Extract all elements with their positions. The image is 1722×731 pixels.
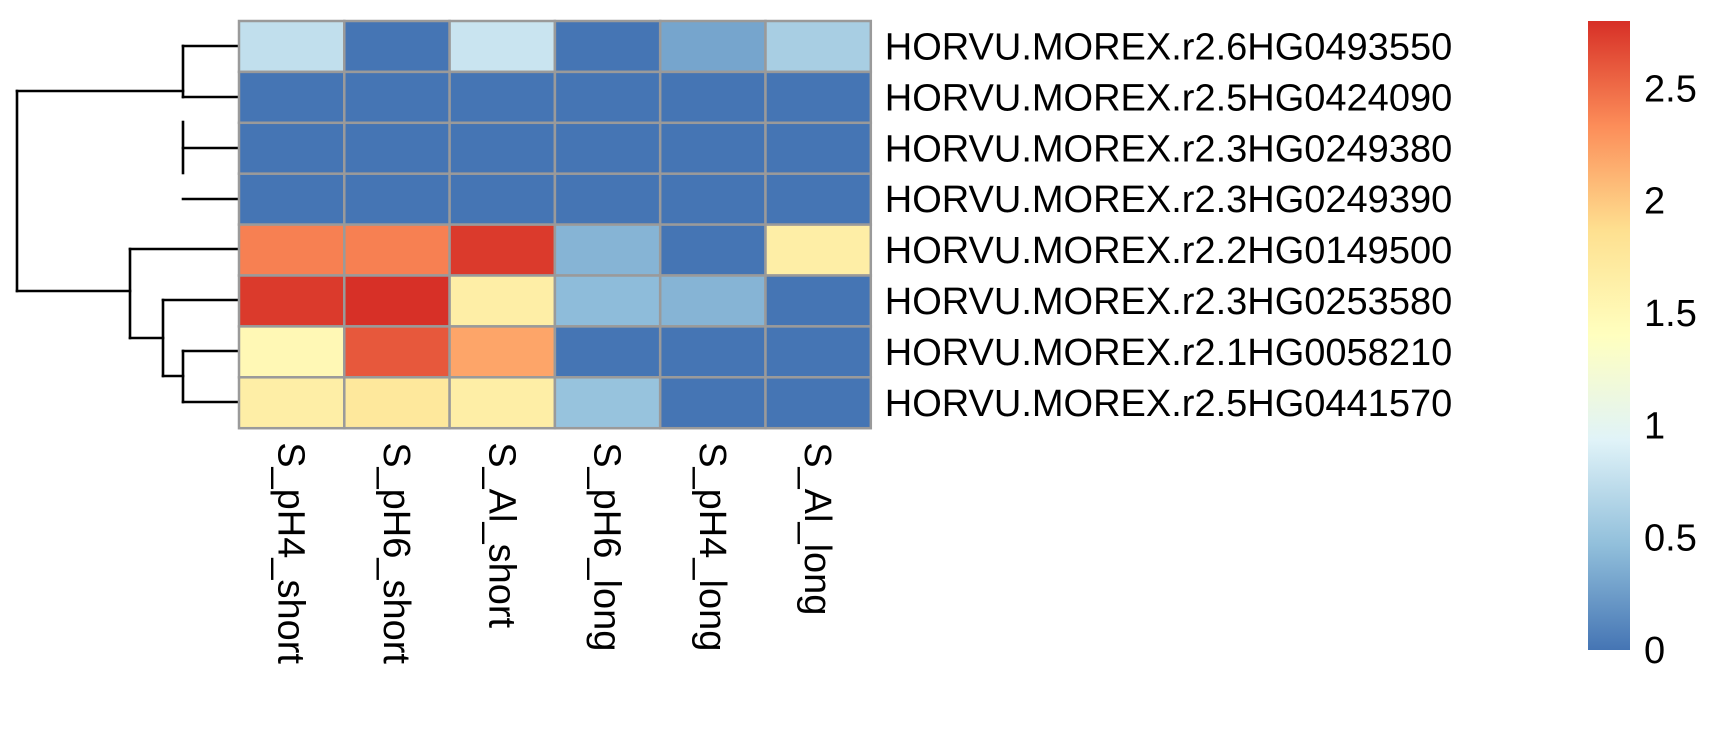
heatmap-cell (448, 70, 557, 125)
heatmap-cell (764, 19, 873, 74)
legend-tick-label: 2 (1644, 181, 1665, 223)
heatmap-cell (237, 274, 346, 328)
heatmap-cell (237, 19, 346, 74)
legend-tick-label: 1.5 (1644, 293, 1697, 335)
heatmap-cell (448, 325, 557, 379)
heatmap-cell (343, 274, 451, 328)
heatmap-cell (764, 70, 873, 125)
column-label: S_pH4_short (270, 442, 312, 664)
column-label: S_pH4_long (691, 442, 733, 651)
column-label: S_pH6_long (586, 442, 628, 651)
heatmap-cell (553, 121, 662, 175)
heatmap-cell (764, 376, 873, 430)
heatmap-cell (553, 223, 662, 277)
row-labels: HORVU.MOREX.r2.6HG0493550 HORVU.MOREX.r2.… (885, 26, 1452, 424)
heatmap-cell (658, 121, 767, 175)
heatmap-cell (448, 172, 557, 226)
column-labels: S_pH4_short S_pH6_short S_Al_short S_pH6_lo… (270, 442, 839, 664)
row-label: HORVU.MOREX.r2.3HG0249380 (885, 128, 1452, 170)
heatmap-cell (553, 376, 662, 430)
heatmap-cell (448, 121, 557, 175)
heatmap-cell (658, 274, 767, 328)
heatmap-cell (237, 325, 346, 379)
heatmap-cell (237, 376, 346, 430)
legend-tick-label: 0.5 (1644, 518, 1697, 560)
heatmap-cell (448, 19, 557, 74)
heatmap-cell (343, 325, 451, 379)
heatmap-cell (237, 121, 346, 175)
heatmap-cell (764, 325, 873, 379)
legend-tick-label: 0 (1644, 630, 1665, 672)
heatmap-cell (658, 172, 767, 226)
heatmap-cell (553, 325, 662, 379)
heatmap-cell (448, 376, 557, 430)
heatmap-cell (237, 223, 346, 277)
row-label: HORVU.MOREX.r2.2HG0149500 (885, 230, 1452, 272)
heatmap-cell (658, 19, 767, 74)
heatmap-cell (658, 223, 767, 277)
heatmap-cell (343, 70, 451, 125)
heatmap-cell (764, 274, 873, 328)
row-label: HORVU.MOREX.r2.5HG0424090 (885, 77, 1452, 119)
heatmap-cell (237, 70, 346, 125)
heatmap-cell (343, 376, 451, 430)
heatmap-cell (553, 274, 662, 328)
legend-color-bar (1588, 21, 1630, 650)
heatmap-cell (553, 172, 662, 226)
heatmap-cell (553, 70, 662, 125)
heatmap-cell (343, 19, 451, 74)
heatmap-cell (343, 121, 451, 175)
legend-tick-label: 1 (1644, 405, 1665, 447)
heatmap-cell (237, 172, 346, 226)
row-label: HORVU.MOREX.r2.1HG0058210 (885, 332, 1452, 374)
row-label: HORVU.MOREX.r2.3HG0249390 (885, 179, 1452, 221)
heatmap-cells (237, 19, 873, 430)
heatmap-cell (764, 223, 873, 277)
heatmap-cell (764, 121, 873, 175)
heatmap-cell (764, 172, 873, 226)
row-label: HORVU.MOREX.r2.6HG0493550 (885, 26, 1452, 68)
legend-tick-label: 2.5 (1644, 68, 1697, 110)
column-label: S_Al_short (480, 442, 522, 628)
heatmap-cell (658, 325, 767, 379)
heatmap-cell (658, 70, 767, 125)
column-label: S_pH6_short (375, 442, 417, 664)
heatmap-cell (343, 172, 451, 226)
row-dendrogram (15, 44, 241, 404)
heatmap-cell (553, 19, 662, 74)
color-legend: 0 0.5 1 1.5 2 2.5 (1588, 21, 1697, 672)
heatmap-cell (448, 274, 557, 328)
row-label: HORVU.MOREX.r2.5HG0441570 (885, 383, 1452, 425)
heatmap-cell (658, 376, 767, 430)
heatmap-cell (343, 223, 451, 277)
column-label: S_Al_long (796, 442, 838, 615)
heatmap-cell (448, 223, 557, 277)
row-label: HORVU.MOREX.r2.3HG0253580 (885, 281, 1452, 323)
